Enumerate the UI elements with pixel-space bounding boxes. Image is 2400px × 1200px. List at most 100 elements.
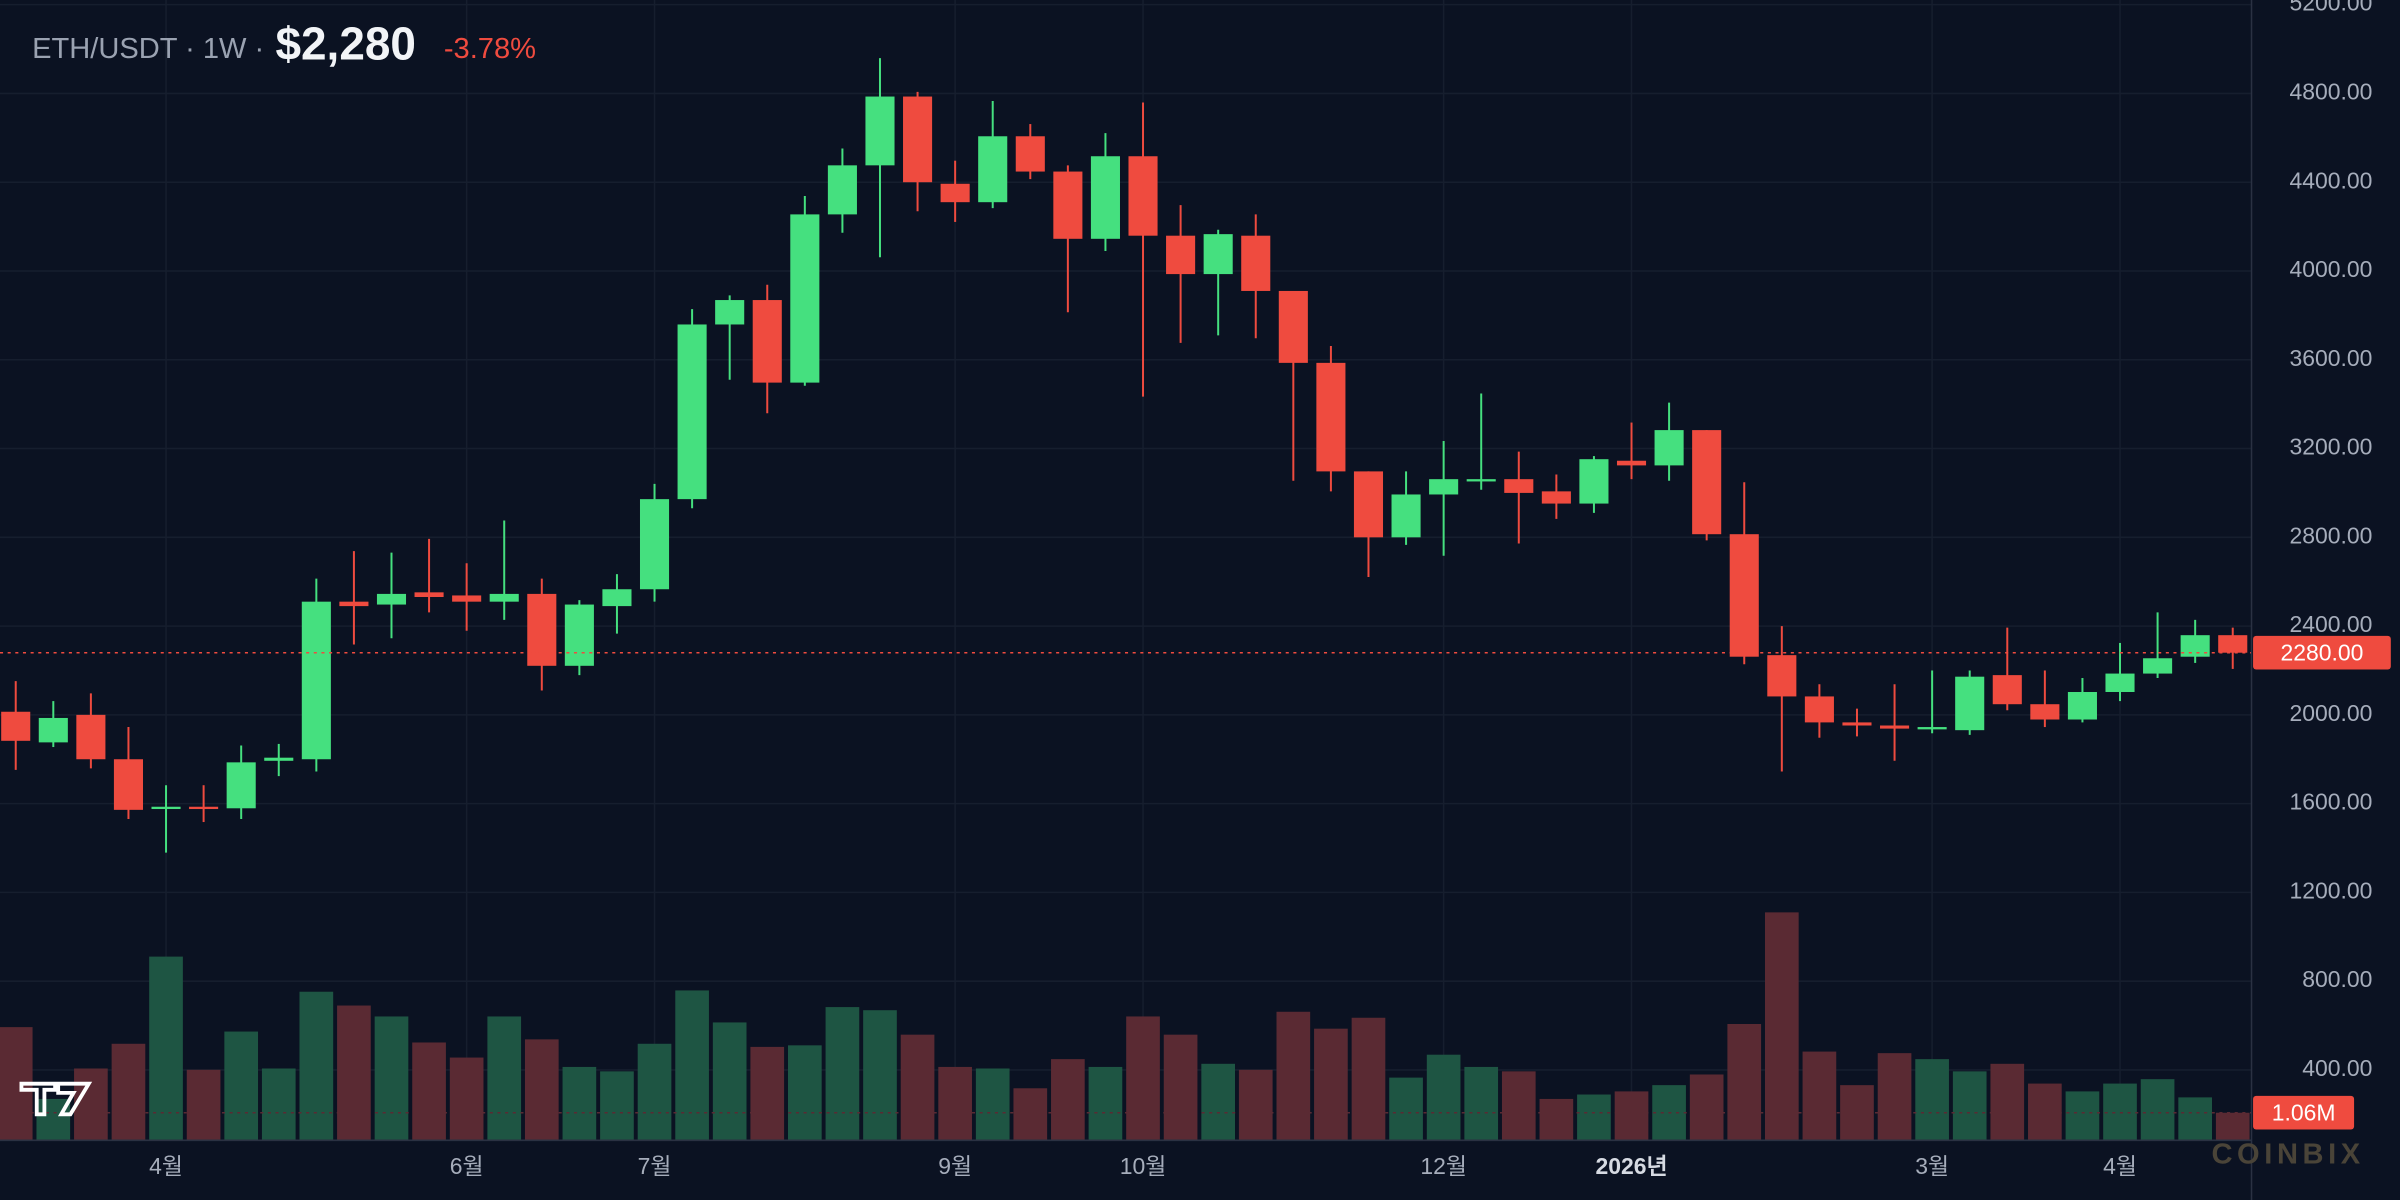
x-tick-label: 3월 [1915,1153,1949,1179]
volume-bar [675,990,709,1141]
candle-body [2180,635,2210,657]
volume-label: 1.06M [2272,1099,2336,1125]
candle-body [2105,673,2135,692]
candle-body [1429,479,1459,495]
volume-bar [1915,1059,1949,1141]
candle-body [301,601,331,760]
volume-bar [1351,1017,1386,1141]
candle-body [1616,460,1647,466]
logo [19,1081,93,1117]
volume-bar [1464,1066,1499,1141]
candle-body [38,717,68,743]
candle-body [1504,479,1534,493]
volume-bar [637,1043,672,1141]
x-tick-label: 4월 [149,1153,183,1179]
y-tick-label: 2400.00 [2290,611,2373,637]
volume-bar [1426,1054,1461,1141]
candle-body [1880,725,1910,729]
candle-body [1203,234,1233,275]
watermark: COINBIX [2211,1138,2364,1170]
candle-body [1241,235,1271,291]
candle-body [1767,655,1797,697]
volume-layer [0,912,2250,1141]
volume-bar [1689,1074,1724,1141]
volume-bar [1727,1023,1762,1141]
candle-body [113,759,143,810]
candle-body [1579,459,1609,504]
y-tick-label: 800.00 [2302,966,2372,992]
volume-bar [337,1005,371,1141]
volume-bar [712,1022,747,1141]
candle-body [1391,494,1421,538]
volume-bar [374,1016,409,1141]
change: -3.78% [444,33,536,65]
symbol: ETH/USDT · 1W · [32,33,264,65]
volume-bar [938,1066,972,1141]
candle-body [752,300,782,383]
candle-body [527,593,557,666]
candle-body [639,499,670,590]
volume-bar [1577,1094,1611,1141]
volume-bar [2178,1097,2213,1141]
volume-bar [1201,1063,1236,1141]
candle-body [1278,290,1308,363]
candle-body [1053,171,1083,239]
candle-body [1128,156,1158,236]
candle-body [1015,136,1045,172]
candle-body [376,593,407,605]
price-label: 2280.00 [2280,639,2363,665]
candle-body [1917,727,1947,730]
volume-bar [600,1071,634,1141]
candle-body [2030,704,2060,720]
candle-body [827,165,857,215]
volume-bar [2103,1083,2137,1141]
volume-bar [2065,1091,2100,1141]
candle-body [2067,691,2097,720]
volume-bar [1276,1011,1311,1141]
y-tick-label: 4000.00 [2290,256,2373,282]
volume-bar [1501,1071,1536,1141]
candle-body [865,96,895,166]
price: $2,280 [276,18,416,70]
y-tick-label: 2800.00 [2290,522,2373,548]
volume-bar [1764,912,1799,1141]
volume-bar [74,1068,108,1141]
volume-bar [299,991,334,1141]
volume-bar [1802,1051,1837,1141]
volume-bar [1051,1059,1085,1141]
volume-bar [562,1066,597,1141]
candle-body [1,711,31,741]
x-tick-label: 12월 [1420,1153,1467,1179]
x-tick-label: 10월 [1120,1153,1167,1179]
candle-body [564,604,594,666]
volume-bar [261,1068,296,1141]
x-tick-label: 6월 [450,1153,484,1179]
volume-bar [2140,1079,2175,1141]
volume-bar [2215,1112,2250,1141]
volume-bar [186,1069,221,1141]
candle-body [715,300,745,325]
candle-body [1729,534,1759,657]
volume-bar [487,1016,522,1141]
candle-body [189,806,219,810]
candle-body [2143,658,2173,674]
volume-bar [863,1010,897,1141]
candle-body [978,136,1008,203]
volume-bar [787,1045,822,1141]
volume-bar [524,1039,559,1141]
volume-bar [1013,1088,1048,1141]
candle-body [1541,491,1571,504]
candle-body [1090,156,1120,239]
volume-bar [975,1068,1010,1141]
candle-body [903,96,933,183]
volume-bar [825,1007,860,1141]
candle-body [1804,696,1834,723]
y-tick-label: 1200.00 [2290,877,2373,903]
volume-bar [1877,1053,1912,1141]
x-tick-label: 4월 [2103,1153,2137,1179]
volume-bar [1614,1091,1649,1141]
y-tick-label: 2000.00 [2290,700,2373,726]
x-tick-label: 7월 [638,1153,672,1179]
volume-bar [1163,1034,1198,1141]
